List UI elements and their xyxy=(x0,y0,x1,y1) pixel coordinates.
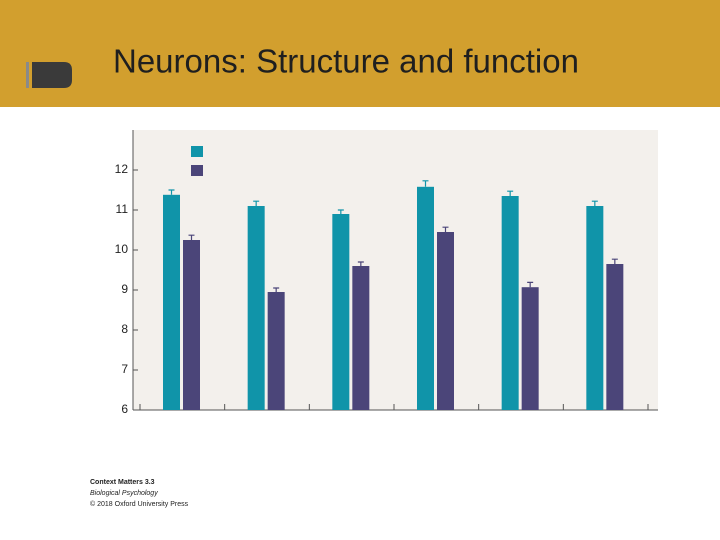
error-bar xyxy=(527,281,534,288)
y-tick-label: 9 xyxy=(121,282,128,296)
bar xyxy=(183,240,200,410)
header-band xyxy=(0,0,720,107)
y-tick-label: 7 xyxy=(121,362,128,376)
bar xyxy=(606,264,624,410)
y-tick-label: 11 xyxy=(116,202,129,216)
slide-title: Neurons: Structure and function xyxy=(113,43,579,80)
plot-background xyxy=(133,130,658,410)
y-tick-label: 12 xyxy=(115,162,129,176)
bar xyxy=(352,266,370,410)
error-bar xyxy=(168,189,175,195)
legend-swatch xyxy=(191,146,203,157)
caption-line: Context Matters 3.3 xyxy=(90,479,155,486)
legend-swatch xyxy=(191,165,203,176)
y-tick-label: 6 xyxy=(121,402,128,416)
bar xyxy=(332,214,350,410)
bar xyxy=(163,194,180,410)
bar xyxy=(501,196,519,410)
bar xyxy=(521,287,539,410)
error-bar xyxy=(442,226,449,232)
error-bar xyxy=(611,258,618,264)
bar xyxy=(417,186,434,410)
error-bar xyxy=(273,287,280,292)
bar xyxy=(267,292,285,410)
error-bar xyxy=(422,180,429,187)
error-bar xyxy=(253,200,260,206)
error-bar xyxy=(188,234,195,240)
bar xyxy=(437,232,454,410)
caption-line: © 2018 Oxford University Press xyxy=(90,500,189,508)
header-icon xyxy=(32,62,72,88)
header-accent xyxy=(26,62,29,88)
y-tick-label: 10 xyxy=(115,242,129,256)
error-bar xyxy=(591,200,598,206)
caption-line: Biological Psychology xyxy=(90,490,158,497)
bar xyxy=(586,206,604,410)
y-tick-label: 8 xyxy=(121,322,128,336)
error-bar xyxy=(507,190,514,196)
bar xyxy=(247,206,265,410)
error-bar xyxy=(337,209,344,214)
error-bar xyxy=(357,261,364,266)
